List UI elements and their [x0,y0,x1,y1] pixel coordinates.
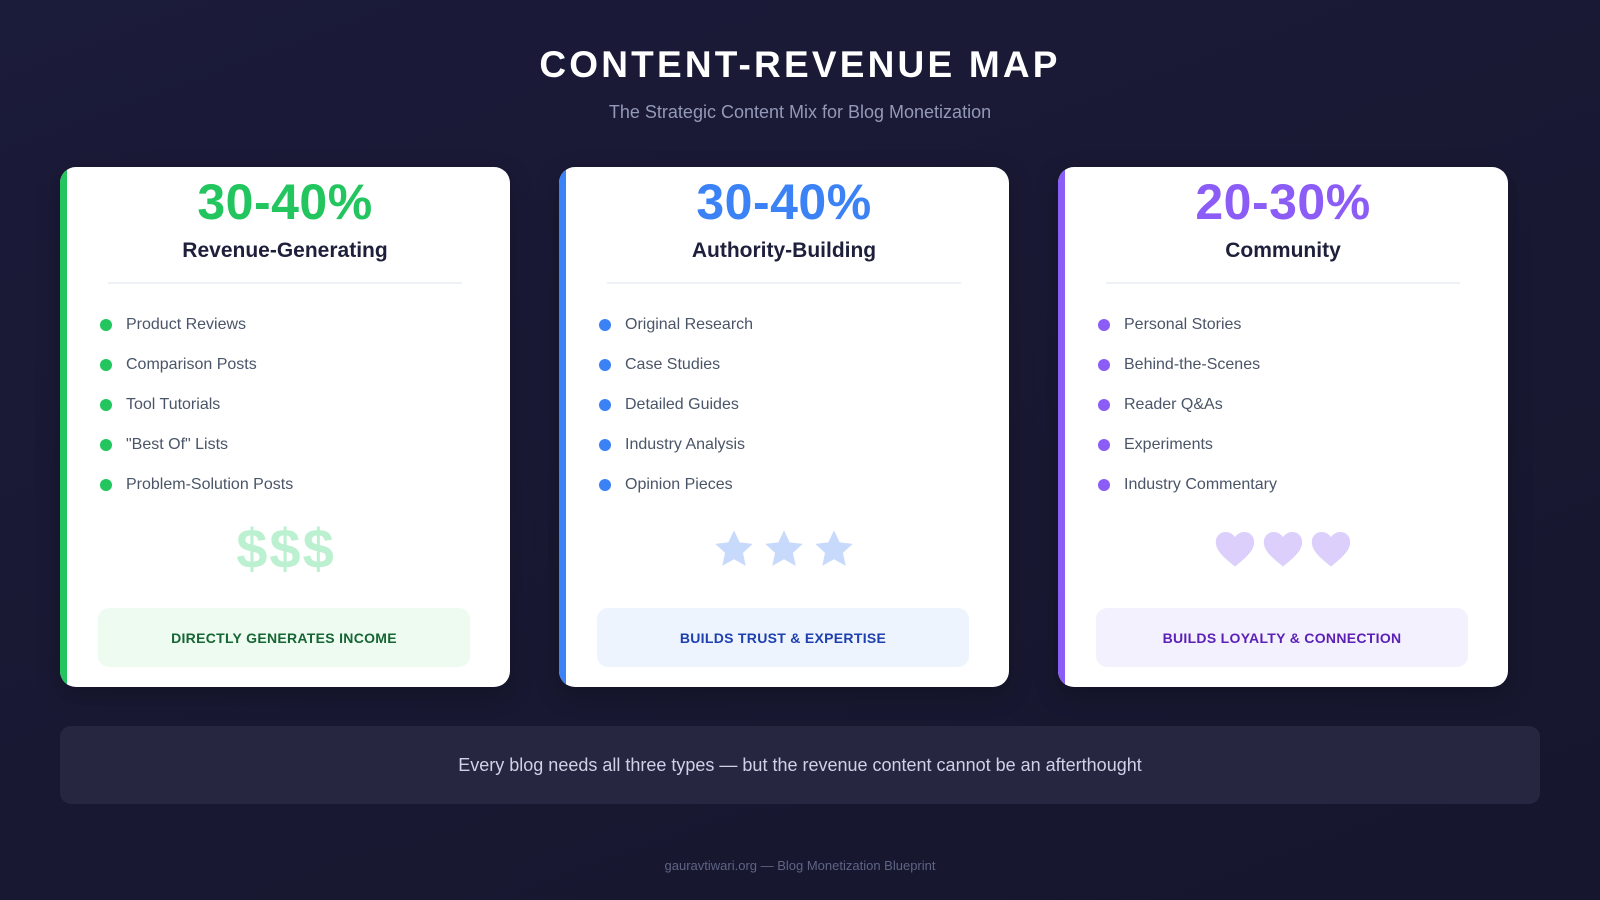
bullet-dot-icon [599,359,611,371]
bullet-dot-icon [599,399,611,411]
star-icon [765,530,803,566]
star-icon [715,530,753,566]
bullet-dot-icon [100,399,112,411]
content-type-list: Product Reviews Comparison Posts Tool Tu… [100,305,510,505]
card-accent-bar [60,167,67,687]
page-subtitle: The Strategic Content Mix for Blog Monet… [608,102,992,122]
list-item: Detailed Guides [599,385,1009,425]
card-accent-bar [559,167,566,687]
summary-text: Every blog needs all three types — but t… [458,754,1142,775]
page-title: CONTENT-REVENUE MAP [539,44,1061,85]
list-item: Reader Q&As [1098,385,1508,425]
bullet-dot-icon [1098,319,1110,331]
list-item: Tool Tutorials [100,385,510,425]
dollar-icon: $ [236,517,268,580]
bullet-dot-icon [599,319,611,331]
bullet-dot-icon [1098,479,1110,491]
divider [607,282,961,284]
list-item: Comparison Posts [100,345,510,385]
list-item: Opinion Pieces [599,465,1009,505]
content-cards: 30-40% Revenue-Generating Product Review… [60,167,1540,687]
content-type-list: Personal Stories Behind-the-Scenes Reade… [1098,305,1508,505]
list-item: Industry Analysis [599,425,1009,465]
heart-icon [1215,532,1255,567]
list-item: Experiments [1098,425,1508,465]
star-icon [815,530,853,566]
dollar-icon: $ [302,517,334,580]
list-item: Problem-Solution Posts [100,465,510,505]
divider [1106,282,1460,284]
dollar-icon: $ [269,517,301,580]
list-item: Original Research [599,305,1009,345]
list-item: Personal Stories [1098,305,1508,345]
card-accent-bar [1058,167,1065,687]
card-percentage: 20-30% [1195,174,1371,230]
card-title: Revenue-Generating [182,239,388,262]
card-authority-building: 30-40% Authority-Building Original Resea… [559,167,1009,687]
heart-icon [1263,532,1303,567]
heart-icons [1058,517,1508,581]
card-badge: BUILDS TRUST & EXPERTISE [597,608,969,667]
heart-icon [1311,532,1351,567]
bullet-dot-icon [599,479,611,491]
bullet-dot-icon [100,479,112,491]
bullet-dot-icon [1098,439,1110,451]
content-type-list: Original Research Case Studies Detailed … [599,305,1009,505]
bullet-dot-icon [599,439,611,451]
list-item: Behind-the-Scenes [1098,345,1508,385]
bullet-dot-icon [1098,359,1110,371]
card-title: Authority-Building [691,239,877,262]
footer-credit: gauravtiwari.org — Blog Monetization Blu… [664,858,936,873]
card-percentage: 30-40% [696,174,872,230]
card-badge: DIRECTLY GENERATES INCOME [98,608,470,667]
list-item: Industry Commentary [1098,465,1508,505]
divider [108,282,462,284]
star-icons [559,517,1009,581]
summary-banner: Every blog needs all three types — but t… [60,726,1540,804]
list-item: Case Studies [599,345,1009,385]
bullet-dot-icon [100,439,112,451]
bullet-dot-icon [100,319,112,331]
card-title: Community [1225,239,1341,262]
list-item: Product Reviews [100,305,510,345]
card-badge: BUILDS LOYALTY & CONNECTION [1096,608,1468,667]
list-item: "Best Of" Lists [100,425,510,465]
card-percentage: 30-40% [197,174,373,230]
bullet-dot-icon [100,359,112,371]
bullet-dot-icon [1098,399,1110,411]
card-community: 20-30% Community Personal Stories Behind… [1058,167,1508,687]
dollar-icons: $ $ $ [60,517,510,581]
card-revenue-generating: 30-40% Revenue-Generating Product Review… [60,167,510,687]
